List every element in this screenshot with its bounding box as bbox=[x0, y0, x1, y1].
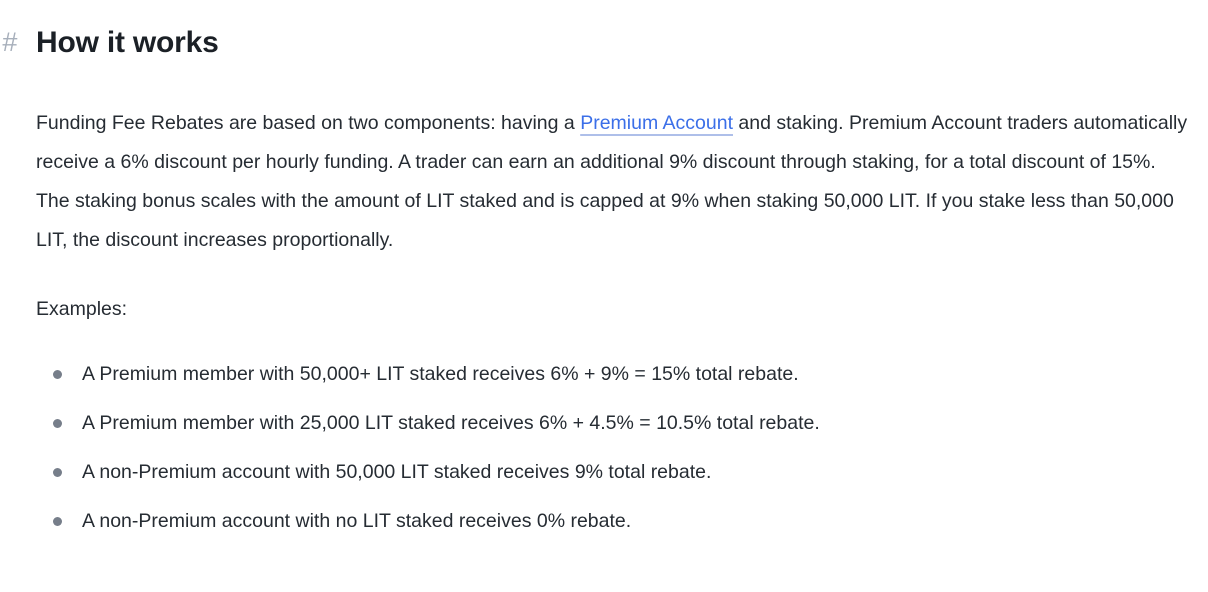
examples-label: Examples: bbox=[36, 297, 128, 320]
section-heading: # How it works bbox=[2, 24, 1192, 62]
list-item-text: A non-Premium account with no LIT staked… bbox=[82, 509, 632, 532]
list-item-text: A Premium member with 25,000 LIT staked … bbox=[82, 411, 820, 434]
intro-text-before-link: Funding Fee Rebates are based on two com… bbox=[36, 111, 581, 134]
bullet-icon bbox=[53, 516, 62, 526]
list-item-text: A non-Premium account with 50,000 LIT st… bbox=[82, 460, 712, 483]
list-item-text: A Premium member with 50,000+ LIT staked… bbox=[82, 362, 799, 385]
intro-paragraph: Funding Fee Rebates are based on two com… bbox=[36, 104, 1192, 260]
examples-list: A Premium member with 50,000+ LIT staked… bbox=[36, 355, 1192, 541]
list-item: A Premium member with 25,000 LIT staked … bbox=[36, 404, 1192, 443]
bullet-icon bbox=[53, 369, 62, 379]
list-item: A non-Premium account with 50,000 LIT st… bbox=[36, 453, 1192, 492]
bullet-icon bbox=[53, 418, 62, 428]
intro-text-after-link: and staking. Premium Account traders aut… bbox=[36, 111, 1188, 251]
page-title: How it works bbox=[36, 26, 219, 59]
list-item: A Premium member with 50,000+ LIT staked… bbox=[36, 355, 1192, 394]
premium-account-link[interactable]: Premium Account bbox=[580, 111, 733, 134]
bullet-icon bbox=[53, 467, 62, 477]
heading-anchor-icon[interactable]: # bbox=[2, 27, 18, 57]
article-content: # How it works Funding Fee Rebates are b… bbox=[2, 0, 1192, 551]
list-item: A non-Premium account with no LIT staked… bbox=[36, 502, 1192, 541]
